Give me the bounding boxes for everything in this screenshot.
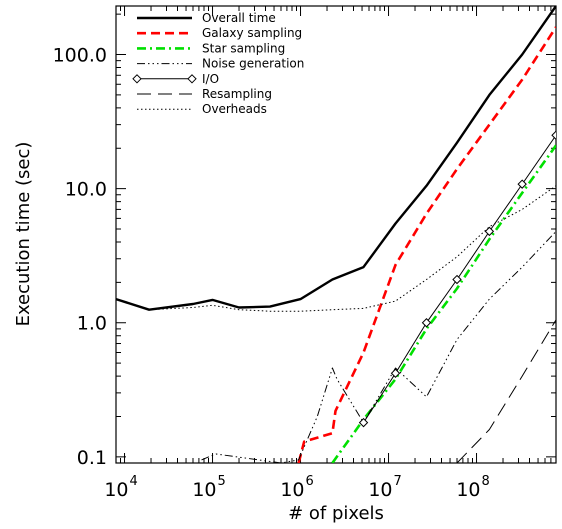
legend-label: Galaxy sampling: [202, 26, 302, 40]
y-tick-label: 100.0: [53, 45, 107, 67]
legend-label: Resampling: [202, 87, 272, 101]
legend-label: Overall time: [202, 11, 276, 25]
x-tick-exponent: 8: [482, 474, 490, 489]
series-line: [116, 185, 556, 312]
plot-frame: [115, 5, 557, 464]
io-data-point: [484, 226, 495, 237]
x-tick-exponent: 6: [306, 474, 314, 489]
io-data-point: [452, 274, 462, 285]
legend-label: Noise generation: [202, 57, 304, 71]
series-line: [201, 231, 556, 463]
io-data-point: [390, 368, 401, 378]
y-tick-label: 0.1: [77, 447, 107, 469]
x-axis-title: # of pixels: [288, 503, 384, 524]
io-data-point: [421, 318, 432, 328]
legend-marker: [132, 74, 142, 84]
series-line: [456, 319, 556, 463]
x-tick-label: 10: [368, 479, 392, 501]
y-axis-title: Execution time (sec): [13, 142, 34, 327]
x-tick-label: 10: [192, 479, 216, 501]
series-line: [297, 26, 556, 463]
x-tick-exponent: 5: [218, 474, 226, 489]
series-layer: [116, 6, 556, 463]
io-data-point: [358, 417, 369, 428]
x-tick-exponent: 4: [130, 474, 138, 489]
y-tick-label: 1.0: [77, 313, 107, 335]
io-data-point: [551, 130, 556, 140]
y-tick-label: 10.0: [65, 179, 107, 201]
legend-marker: [187, 74, 197, 84]
legend-label: Overheads: [202, 102, 267, 116]
series-line: [331, 144, 556, 463]
legend-label: Star sampling: [202, 41, 285, 55]
series-line: [116, 6, 556, 311]
x-tick-label: 10: [456, 479, 480, 501]
x-tick-exponent: 7: [394, 474, 402, 489]
x-tick-label: 10: [280, 479, 304, 501]
legend-label: I/O: [202, 72, 219, 86]
x-tick-label: 10: [104, 479, 128, 501]
io-data-point: [517, 179, 527, 189]
